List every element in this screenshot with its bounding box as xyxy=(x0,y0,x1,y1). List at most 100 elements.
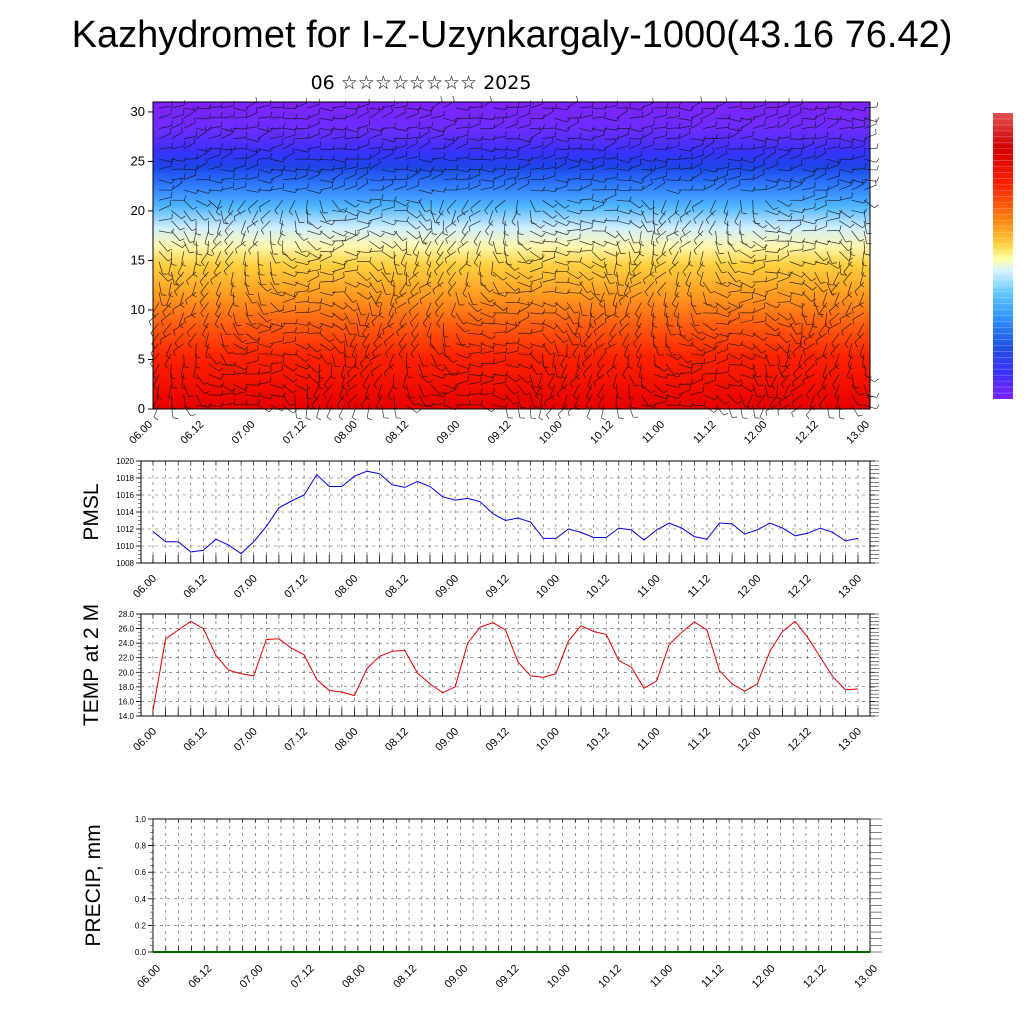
wind-barb-shaft xyxy=(863,210,867,224)
wind-barb-shaft xyxy=(505,363,518,369)
wind-barb-feather xyxy=(443,373,447,379)
wind-barb-feather xyxy=(169,200,172,206)
wind-barb-feather xyxy=(651,263,657,267)
wind-barb-shaft xyxy=(542,230,555,236)
cross-section-x-tick-label: 12.00 xyxy=(742,419,770,447)
wind-barb-feather xyxy=(394,264,400,266)
wind-barb-feather xyxy=(231,387,236,392)
wind-barb-shaft xyxy=(530,322,544,325)
wind-barb-shaft xyxy=(257,131,269,140)
wind-barb-feather xyxy=(292,389,297,394)
wind-barb-shaft xyxy=(650,230,655,244)
wind-barb-shaft xyxy=(307,322,320,329)
wind-barb-shaft xyxy=(604,177,618,181)
wind-barb-shaft xyxy=(257,104,271,109)
temp-x-tick-label: 07.12 xyxy=(282,726,310,754)
wind-barb-feather xyxy=(454,384,456,390)
wind-barb-shaft xyxy=(600,404,605,418)
wind-barb-feather xyxy=(427,227,433,231)
wind-barb-shaft xyxy=(622,333,630,345)
wind-barb-shaft xyxy=(802,240,815,245)
wind-barb-shaft xyxy=(813,292,815,306)
wind-barb-shaft xyxy=(505,350,519,355)
wind-barb-feather xyxy=(417,108,419,114)
wind-barb-shaft xyxy=(331,322,344,331)
wind-barb-shaft xyxy=(591,282,596,295)
wind-barb-shaft xyxy=(270,361,284,365)
wind-barb-feather xyxy=(513,401,519,405)
wind-barb-shaft xyxy=(410,343,420,355)
wind-barb-feather xyxy=(331,302,336,307)
wind-barb-shaft xyxy=(455,343,469,348)
wind-barb-shaft xyxy=(629,292,642,299)
wind-barb-shaft xyxy=(406,172,418,180)
wind-barb-shaft xyxy=(789,292,803,296)
wind-barb-shaft xyxy=(613,261,617,275)
wind-barb-feather xyxy=(224,250,228,256)
wind-barb-shaft xyxy=(517,306,530,314)
wind-barb-shaft xyxy=(505,312,519,315)
wind-barb-feather xyxy=(452,359,458,363)
wind-barb-feather xyxy=(864,121,866,127)
wind-barb-feather xyxy=(701,336,706,341)
wind-barb-feather xyxy=(841,301,845,306)
wind-barb-feather xyxy=(839,318,842,324)
wind-barb-feather xyxy=(537,392,543,396)
wind-barb-shaft xyxy=(764,332,778,337)
wind-barb-shaft xyxy=(294,230,304,241)
wind-barb-shaft xyxy=(641,182,653,191)
wind-barb-shaft xyxy=(727,175,741,181)
wind-barb-shaft xyxy=(344,343,346,357)
wind-barb-shaft xyxy=(158,292,163,306)
wind-barb-shaft xyxy=(171,240,183,248)
wind-barb-shaft xyxy=(690,322,699,334)
wind-barb-feather xyxy=(543,402,547,408)
wind-barb-shaft xyxy=(727,261,736,273)
wind-barb-shaft xyxy=(480,292,490,303)
wind-barb-shaft xyxy=(690,363,704,365)
wind-barb-shaft xyxy=(431,394,445,397)
wind-barb-shaft xyxy=(269,241,274,254)
wind-barb-shaft xyxy=(805,363,815,374)
wind-barb-shaft xyxy=(270,281,278,294)
wind-barb-shaft xyxy=(542,189,556,193)
wind-barb-shaft xyxy=(678,107,692,112)
wind-barb-shaft xyxy=(246,220,259,229)
wind-barb-feather xyxy=(616,205,619,211)
wind-barb-shaft xyxy=(777,363,783,377)
wind-barb-shaft xyxy=(845,302,852,315)
wind-barb-shaft xyxy=(455,178,469,181)
wind-barb-shaft xyxy=(468,322,481,327)
wind-barb-feather xyxy=(340,340,346,344)
wind-barb-shaft xyxy=(708,220,716,232)
wind-barb-shaft xyxy=(468,184,481,191)
wind-barb-feather xyxy=(404,107,406,113)
wind-barb-shaft xyxy=(554,220,567,227)
wind-barb-feather xyxy=(245,398,248,405)
wind-barb-shaft xyxy=(294,187,308,191)
wind-barb-shaft xyxy=(373,333,382,344)
wind-barb-feather xyxy=(204,126,208,132)
wind-barb-shaft xyxy=(715,349,728,355)
wind-barb-shaft xyxy=(356,132,369,140)
wind-barb-feather xyxy=(208,146,212,152)
wind-barb-shaft xyxy=(616,110,628,119)
wind-barb-feather xyxy=(857,334,862,339)
wind-barb-feather xyxy=(690,146,694,152)
wind-barb-shaft xyxy=(480,169,494,173)
wind-barb-shaft xyxy=(567,210,580,215)
wind-barb-feather xyxy=(654,268,657,274)
wind-barb-shaft xyxy=(643,271,654,280)
wind-barb-feather xyxy=(647,303,652,308)
wind-barb-feather xyxy=(847,248,853,252)
wind-barb-shaft xyxy=(393,220,407,222)
cross-section-frame xyxy=(152,101,871,410)
wind-barb-feather xyxy=(604,349,607,355)
wind-barb-feather xyxy=(673,372,679,375)
wind-barb-feather xyxy=(190,414,196,417)
wind-barb-shaft xyxy=(158,204,171,211)
wind-barb-feather xyxy=(535,395,540,400)
wind-barb-feather xyxy=(786,350,791,354)
wind-barb-feather xyxy=(480,371,484,377)
wind-barb-feather xyxy=(854,342,858,347)
